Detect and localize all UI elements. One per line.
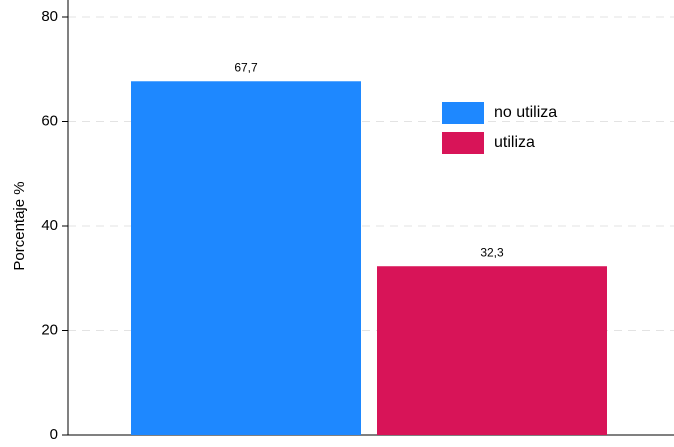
value-label: 32,3 xyxy=(480,245,504,259)
y-tick-label: 80 xyxy=(41,8,58,25)
y-tick-label: 20 xyxy=(41,321,58,338)
legend-label: utiliza xyxy=(494,134,535,151)
y-tick-label: 60 xyxy=(41,112,58,129)
y-tick-label: 0 xyxy=(50,426,58,443)
bar xyxy=(131,81,361,435)
legend-swatch xyxy=(442,102,484,124)
value-label: 67,7 xyxy=(234,60,258,74)
y-tick-label: 40 xyxy=(41,217,58,234)
legend-swatch xyxy=(442,132,484,154)
y-axis-title: Porcentaje % xyxy=(11,181,28,270)
bar xyxy=(377,266,607,435)
legend-label: no utiliza xyxy=(494,104,557,121)
